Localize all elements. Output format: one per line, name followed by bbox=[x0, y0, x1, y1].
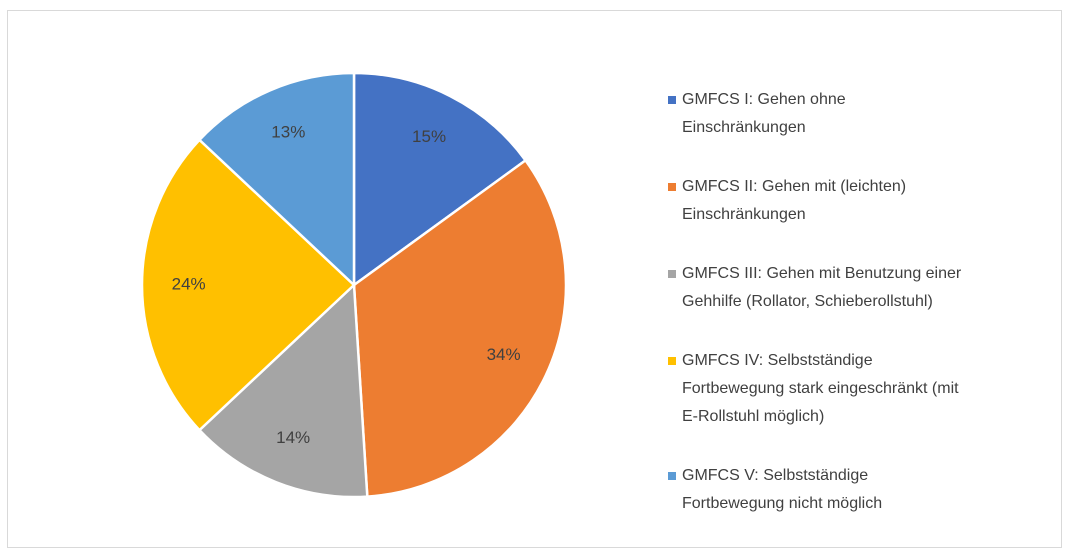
data-label: 34% bbox=[487, 345, 521, 364]
legend: GMFCS I: Gehen ohne Einschränkungen GMFCS… bbox=[668, 86, 968, 549]
legend-item: GMFCS II: Gehen mit (leichten) Einschrän… bbox=[668, 173, 968, 229]
legend-item: GMFCS I: Gehen ohne Einschränkungen bbox=[668, 86, 968, 142]
legend-swatch bbox=[668, 270, 676, 278]
data-label: 24% bbox=[172, 274, 206, 293]
legend-label: GMFCS II: Gehen mit (leichten) Einschrän… bbox=[682, 178, 907, 223]
data-label: 15% bbox=[412, 127, 446, 146]
legend-label: GMFCS V: Selbstständige Fortbewegung nic… bbox=[682, 467, 883, 512]
data-label: 13% bbox=[271, 123, 305, 142]
pie-slice bbox=[352, 158, 568, 498]
legend-swatch bbox=[668, 472, 676, 480]
legend-item: GMFCS III: Gehen mit Benutzung einer Geh… bbox=[668, 260, 968, 316]
legend-item: GMFCS IV: Selbstständige Fortbewegung st… bbox=[668, 347, 968, 431]
pie-slice bbox=[352, 71, 528, 288]
legend-label: GMFCS I: Gehen ohne Einschränkungen bbox=[682, 91, 846, 136]
chart-border bbox=[7, 10, 1062, 548]
pie-slice bbox=[140, 138, 356, 432]
legend-swatch bbox=[668, 357, 676, 365]
pie-slice bbox=[197, 282, 369, 499]
pie-slice bbox=[197, 71, 356, 288]
legend-swatch bbox=[668, 96, 676, 104]
data-label: 14% bbox=[276, 428, 310, 447]
legend-label: GMFCS III: Gehen mit Benutzung einer Geh… bbox=[682, 265, 962, 310]
legend-swatch bbox=[668, 183, 676, 191]
legend-item: GMFCS V: Selbstständige Fortbewegung nic… bbox=[668, 462, 968, 518]
legend-label: GMFCS IV: Selbstständige Fortbewegung st… bbox=[682, 352, 959, 425]
